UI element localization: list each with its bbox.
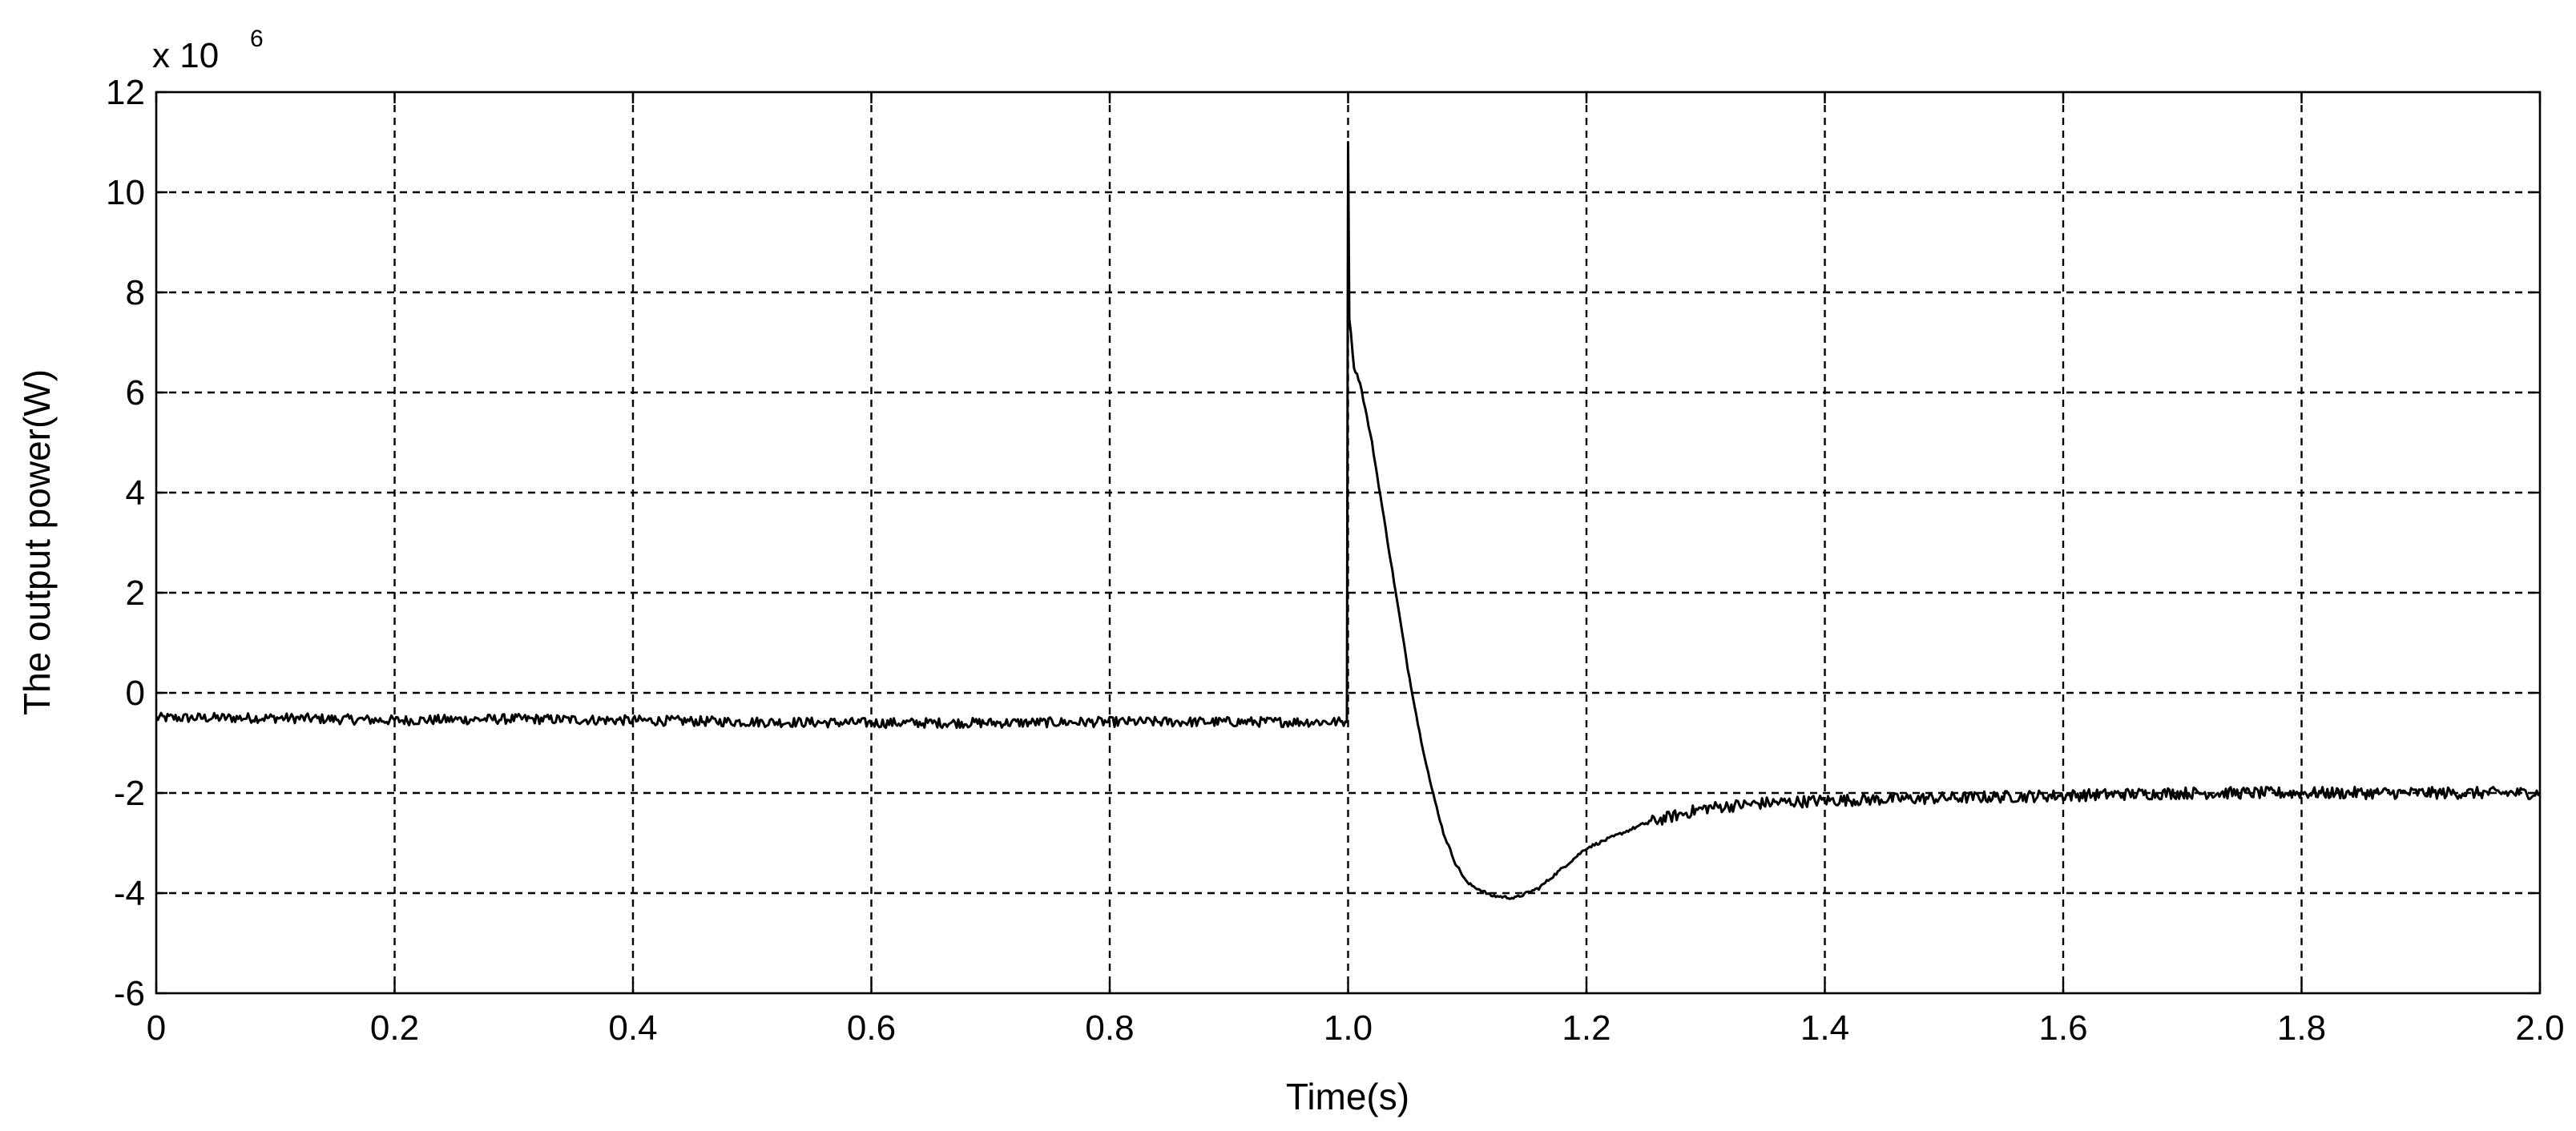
y-tick-label: 6 <box>126 373 145 413</box>
y-multiplier-exponent: 6 <box>250 26 264 52</box>
y-tick-label: 0 <box>126 674 145 713</box>
x-tick-label: 0.6 <box>847 1008 896 1048</box>
y-tick-label: 2 <box>126 574 145 613</box>
tick-marks <box>155 91 2542 995</box>
x-tick-label: 0.8 <box>1085 1008 1134 1048</box>
power-series-line <box>155 141 2542 900</box>
series-layer <box>155 141 2542 900</box>
x-tick-label: 0.4 <box>608 1008 657 1048</box>
x-tick-label: 1.2 <box>1562 1008 1611 1048</box>
y-tick-label: 10 <box>106 173 145 212</box>
x-tick-label: 1.4 <box>1800 1008 1849 1048</box>
y-tick-label: 4 <box>126 473 145 513</box>
y-multiplier-label: x 10 <box>152 36 219 75</box>
x-tick-label: 0.2 <box>370 1008 419 1048</box>
y-tick-label: -2 <box>114 774 145 813</box>
x-tick-label: 2.0 <box>2515 1008 2564 1048</box>
x-tick-label: 0 <box>147 1008 166 1048</box>
y-tick-labels: 12 10 8 6 4 2 0 -2 -4 -6 <box>106 73 145 1013</box>
x-axis-title: Time(s) <box>1286 1076 1409 1117</box>
x-tick-label: 1.8 <box>2277 1008 2326 1048</box>
y-tick-label: 12 <box>106 73 145 112</box>
y-tick-label: 8 <box>126 273 145 312</box>
x-tick-label: 1.6 <box>2038 1008 2087 1048</box>
x-tick-labels: 0 0.2 0.4 0.6 0.8 1.0 1.2 1.4 1.6 1.8 2.0 <box>147 1008 2565 1048</box>
y-tick-label: -4 <box>114 874 145 913</box>
y-axis-title: The output power(W) <box>16 369 58 715</box>
y-tick-label: -6 <box>114 974 145 1013</box>
x-tick-label: 1.0 <box>1324 1008 1373 1048</box>
